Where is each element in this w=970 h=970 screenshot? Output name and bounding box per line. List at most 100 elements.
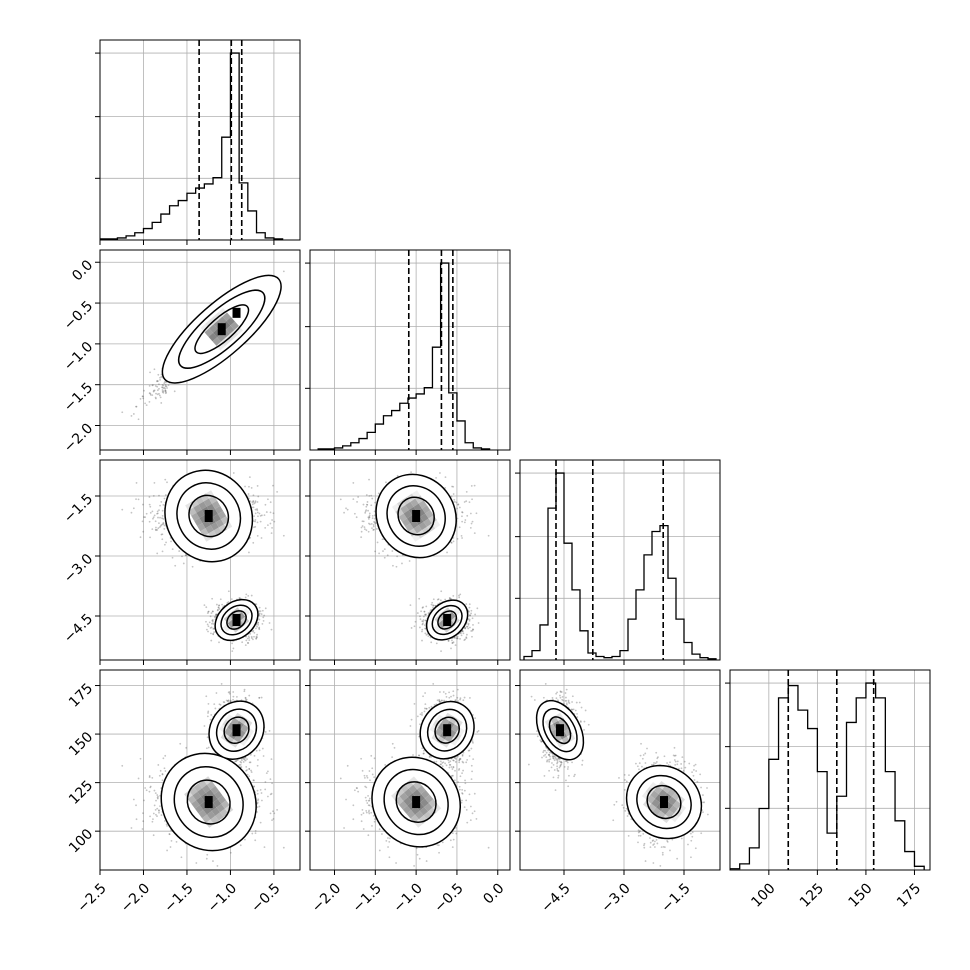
scatter-point	[153, 481, 156, 484]
scatter-point	[152, 389, 155, 392]
density-peak	[232, 307, 241, 318]
scatter-point	[145, 404, 148, 407]
scatter-point	[216, 609, 219, 612]
scatter-point	[207, 630, 209, 633]
scatter-point	[262, 619, 265, 622]
scatter-point	[258, 626, 261, 629]
scatter-point	[430, 641, 433, 644]
scatter-point	[161, 386, 164, 389]
scatter-point	[251, 630, 254, 633]
scatter-point	[256, 534, 259, 537]
scatter-point	[164, 390, 167, 393]
scatter-point	[207, 610, 210, 613]
scatter-point	[156, 529, 159, 531]
scatter-point	[148, 503, 151, 506]
scatter-point	[215, 613, 218, 616]
scatter-point	[244, 596, 247, 599]
scatter-point	[161, 517, 163, 520]
scatter-point	[252, 506, 255, 509]
scatter-point	[161, 538, 164, 541]
scatter-point	[461, 511, 463, 513]
scatter-point	[142, 397, 145, 400]
scatter-point	[209, 615, 212, 618]
scatter-point	[451, 639, 453, 642]
scatter-point	[142, 395, 144, 398]
contour-panel-1-2	[305, 459, 511, 665]
scatter-point	[247, 594, 250, 597]
scatter-point	[159, 396, 162, 399]
scatter-point	[167, 384, 170, 387]
scatter-point	[254, 508, 257, 511]
scatter-point	[160, 533, 163, 536]
scatter-point	[143, 516, 145, 518]
scatter-point	[161, 533, 164, 536]
scatter-point	[271, 519, 273, 521]
scatter-point	[211, 619, 214, 622]
scatter-point	[212, 628, 215, 630]
scatter-point	[217, 606, 220, 609]
contour-level-1	[214, 598, 259, 642]
scatter-point	[252, 500, 255, 502]
panel-frame	[519, 459, 721, 661]
scatter-point	[248, 476, 251, 478]
density-cell	[215, 519, 225, 528]
scatter-point	[272, 484, 274, 487]
scatter-point	[139, 397, 142, 400]
density-cell	[211, 500, 221, 509]
scatter-point	[276, 490, 279, 493]
scatter-point	[241, 641, 244, 644]
hist-panel-3: 100 125 150 175	[725, 669, 931, 911]
scatter-point	[164, 380, 166, 383]
scatter-point	[154, 528, 157, 531]
scatter-point	[142, 530, 145, 533]
scatter-point	[181, 555, 183, 558]
scatter-point	[157, 527, 160, 530]
scatter-point	[447, 640, 450, 642]
scatter-point	[360, 536, 363, 539]
scatter-point	[173, 390, 176, 393]
scatter-point	[211, 597, 214, 600]
scatter-point	[213, 631, 216, 634]
scatter-point	[154, 396, 157, 399]
scatter-point	[155, 529, 157, 532]
scatter-point	[163, 524, 166, 527]
scatter-point	[249, 500, 252, 503]
scatter-point	[149, 392, 152, 395]
scatter-point	[456, 635, 459, 638]
scatter-point	[218, 641, 220, 644]
scatter-point	[159, 516, 161, 519]
density-cell	[218, 524, 228, 533]
scatter-point	[152, 390, 155, 393]
scatter-point	[213, 616, 216, 618]
scatter-point	[256, 485, 259, 487]
scatter-point	[164, 494, 167, 496]
scatter-point	[452, 594, 455, 597]
panel-frame	[99, 459, 301, 661]
scatter-point	[217, 606, 220, 609]
scatter-point	[155, 397, 157, 400]
scatter-point	[268, 622, 271, 624]
scatter-point	[246, 642, 249, 644]
scatter-point	[249, 632, 252, 635]
scatter-point	[156, 510, 159, 513]
scatter-point	[161, 389, 164, 391]
scatter-point	[261, 622, 264, 625]
scatter-point	[132, 507, 135, 510]
scatter-point	[162, 503, 165, 506]
scatter-point	[254, 520, 257, 523]
scatter-point	[156, 389, 159, 392]
scatter-point	[130, 415, 133, 417]
scatter-point	[159, 504, 161, 507]
scatter-point	[135, 405, 138, 408]
scatter-point	[156, 380, 158, 383]
scatter-point	[161, 391, 164, 393]
scatter-point	[144, 402, 147, 405]
scatter-point	[143, 389, 145, 392]
scatter-point	[135, 482, 138, 484]
scatter-point	[255, 637, 258, 640]
hist-panel-2	[515, 459, 721, 665]
scatter-point	[162, 518, 165, 520]
scatter-point	[254, 518, 257, 521]
scatter-point	[253, 502, 256, 505]
scatter-point	[162, 390, 165, 393]
